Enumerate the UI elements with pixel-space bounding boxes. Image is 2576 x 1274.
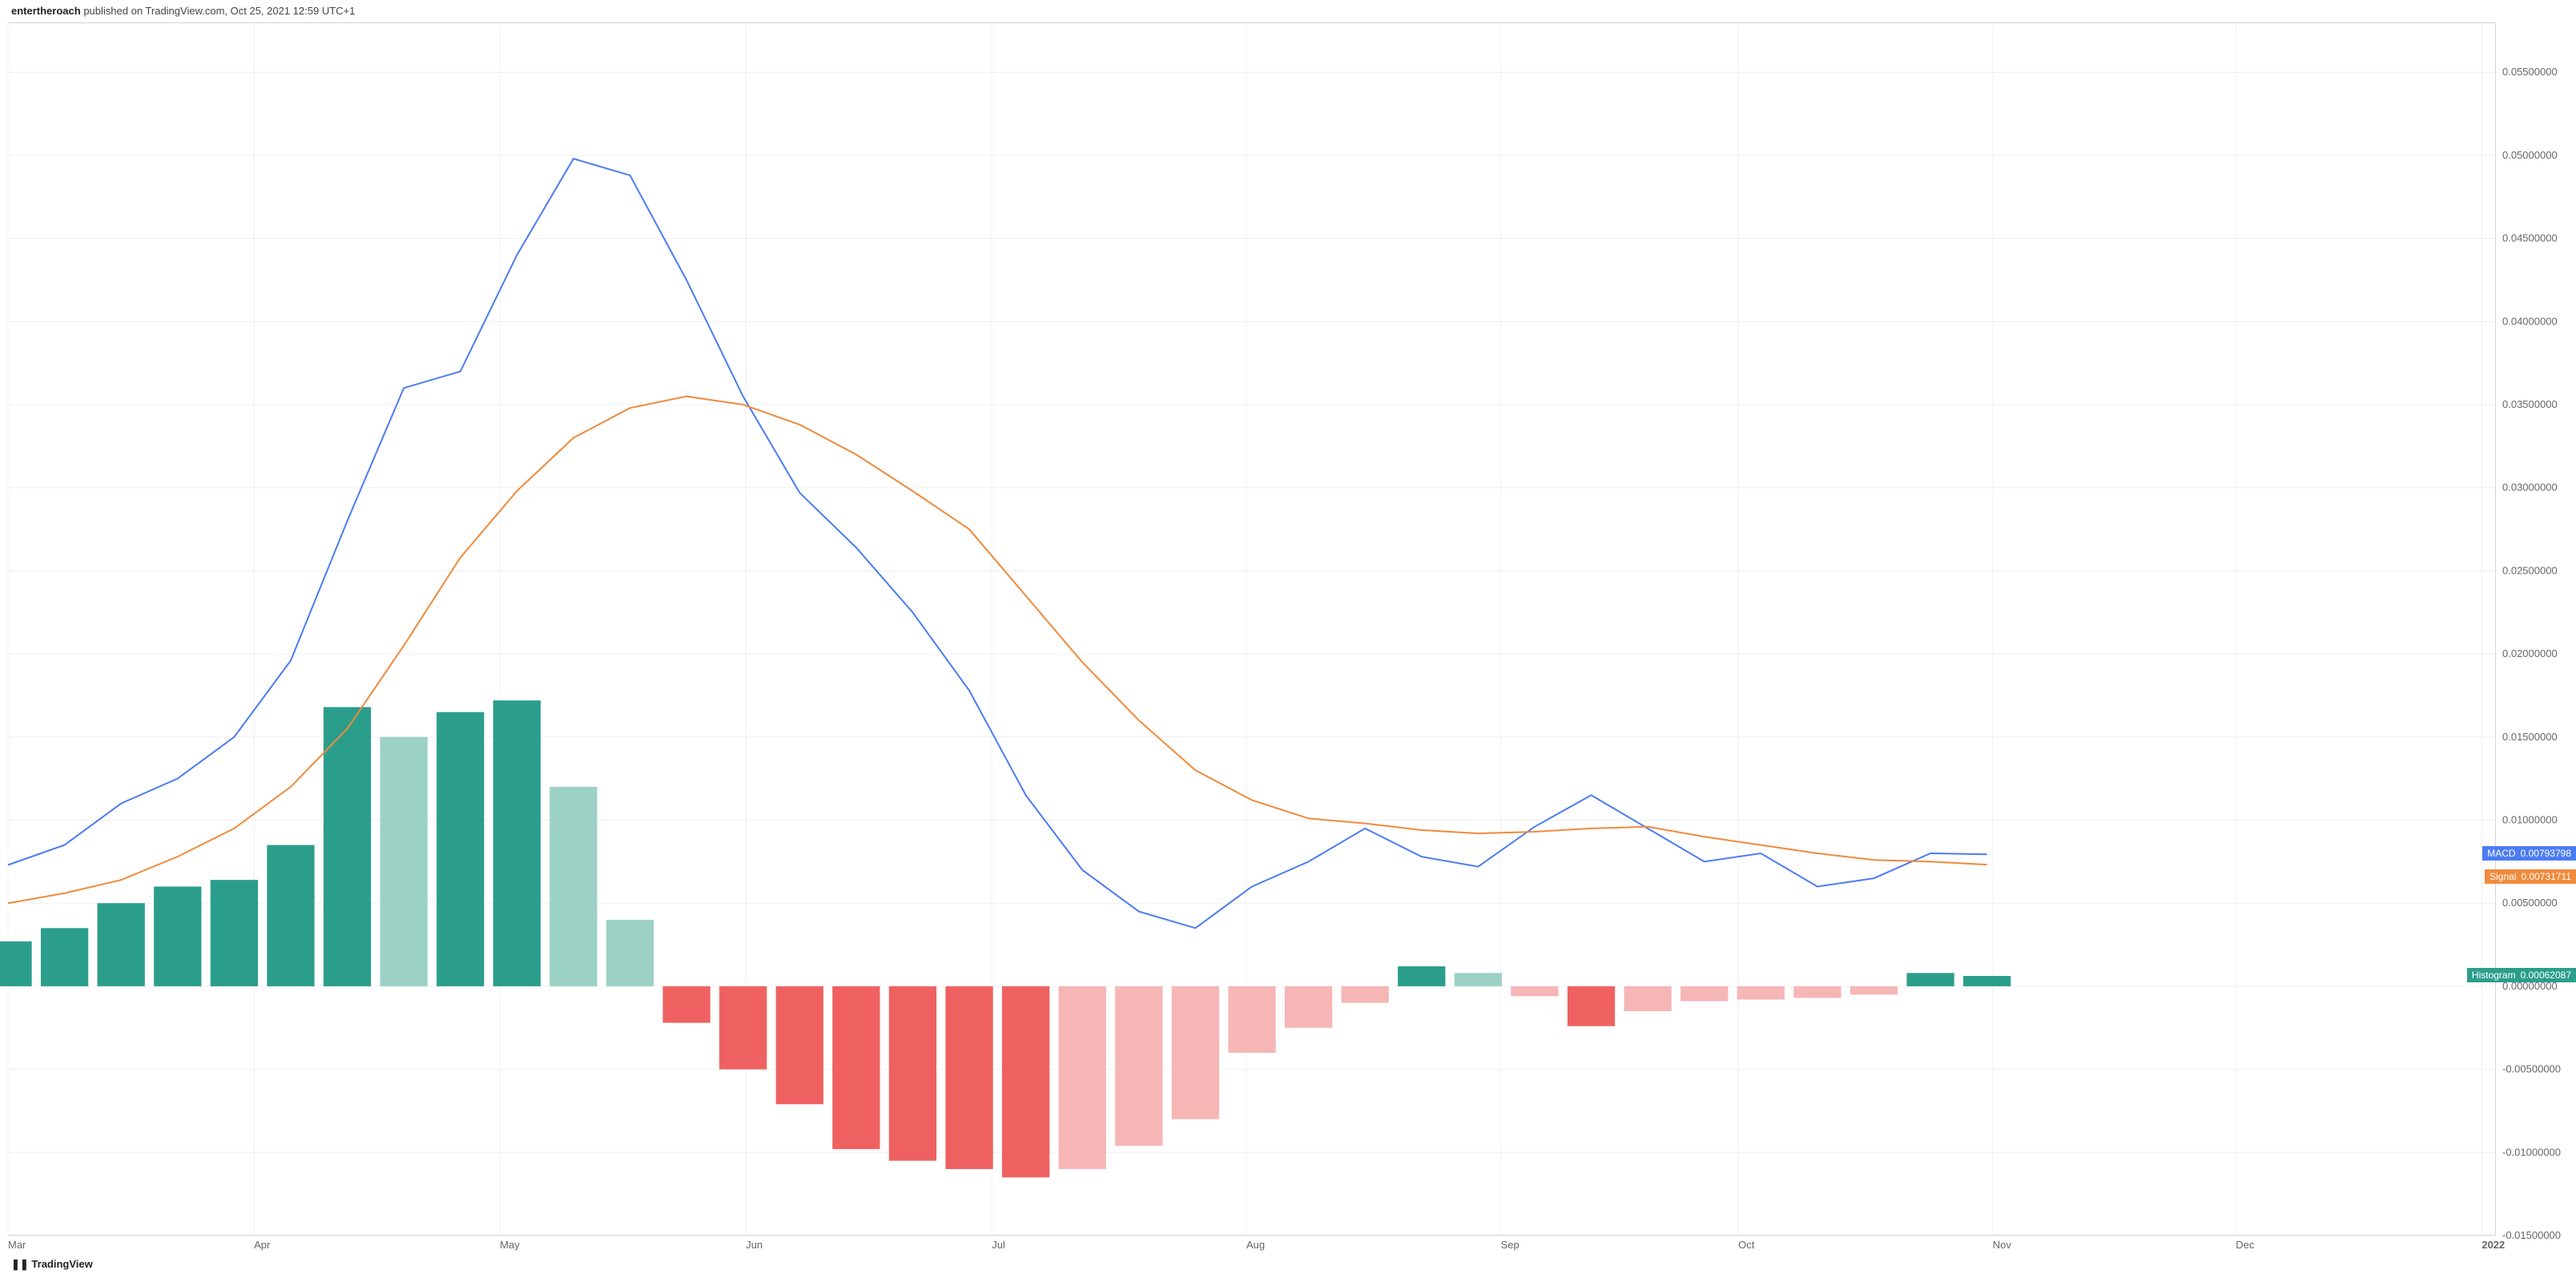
x-tick-label: 2022 bbox=[2481, 1239, 2505, 1251]
x-tick-label: Aug bbox=[1246, 1239, 1265, 1251]
x-axis: MarAprMayJunJulAugSepOctNovDec2022 bbox=[8, 1236, 2496, 1255]
macd-line bbox=[8, 159, 1987, 928]
x-tick-label: Jun bbox=[746, 1239, 763, 1251]
histogram-bar bbox=[889, 986, 936, 1161]
histogram-label: Histogram bbox=[2472, 970, 2516, 981]
y-tick-label: -0.00500000 bbox=[2502, 1063, 2561, 1075]
histogram-bar bbox=[606, 920, 654, 986]
histogram-bar bbox=[662, 986, 710, 1023]
histogram-bar bbox=[1002, 986, 1049, 1178]
histogram-bar bbox=[1455, 973, 1502, 986]
histogram-bar bbox=[1568, 986, 1615, 1026]
histogram-bar bbox=[1511, 986, 1558, 996]
histogram-value: 0.00062087 bbox=[2521, 970, 2571, 981]
histogram-bar bbox=[211, 880, 258, 986]
tradingview-brand: TradingView bbox=[31, 1258, 92, 1270]
signal-line bbox=[8, 397, 1987, 904]
histogram-bar bbox=[832, 986, 879, 1149]
y-tick-label: 0.03500000 bbox=[2502, 398, 2558, 410]
x-tick-label: Sep bbox=[1501, 1239, 1519, 1251]
macd-value: 0.00793798 bbox=[2521, 848, 2571, 859]
histogram-bar bbox=[324, 707, 371, 986]
histogram-bar bbox=[1737, 986, 1785, 1000]
y-tick-label: 0.03000000 bbox=[2502, 482, 2558, 494]
y-tick-label: 0.04000000 bbox=[2502, 315, 2558, 327]
x-tick-label: Dec bbox=[2236, 1239, 2255, 1251]
histogram-bar bbox=[1793, 986, 1841, 998]
y-tick-label: 0.02000000 bbox=[2502, 647, 2558, 659]
histogram-bar bbox=[1398, 966, 1445, 986]
histogram-bar bbox=[1172, 986, 1219, 1119]
histogram-value-badge: Histogram 0.00062087 bbox=[2467, 968, 2576, 982]
histogram-bar bbox=[493, 700, 541, 986]
macd-label: MACD bbox=[2487, 848, 2515, 859]
histogram-bar bbox=[1906, 973, 1954, 986]
y-tick-label: -0.01000000 bbox=[2502, 1146, 2561, 1158]
histogram-bar bbox=[1850, 986, 1898, 994]
y-axis: 0.05500000 0.05000000 0.04500000 0.04000000… bbox=[2496, 22, 2576, 1236]
histogram-bar bbox=[1228, 986, 1275, 1053]
histogram-bar bbox=[1963, 976, 2010, 986]
y-tick-label: 0.01500000 bbox=[2502, 731, 2558, 743]
y-tick-label: 0.05500000 bbox=[2502, 66, 2558, 78]
histogram-bar bbox=[1624, 986, 1671, 1011]
x-tick-label: May bbox=[500, 1239, 520, 1251]
signal-label: Signal bbox=[2489, 871, 2516, 882]
histogram-bar bbox=[1342, 986, 1389, 1003]
macd-chart[interactable] bbox=[8, 22, 2496, 1236]
histogram-bar bbox=[267, 845, 314, 986]
histogram-bar bbox=[1059, 986, 1106, 1169]
histogram-bar bbox=[1285, 986, 1332, 1028]
y-tick-label: 0.01000000 bbox=[2502, 814, 2558, 826]
histogram-bar bbox=[0, 941, 32, 986]
y-tick-label: 0.05000000 bbox=[2502, 149, 2558, 161]
macd-value-badge: MACD 0.00793798 bbox=[2482, 846, 2576, 861]
x-tick-label: Apr bbox=[254, 1239, 271, 1251]
y-tick-label: 0.04500000 bbox=[2502, 232, 2558, 244]
y-tick-label: 0.00500000 bbox=[2502, 897, 2558, 909]
tradingview-logo-icon: ❚❚ bbox=[11, 1258, 29, 1270]
publisher-name: entertheroach bbox=[11, 5, 81, 17]
histogram-bar bbox=[98, 903, 145, 986]
y-tick-label: 0.02500000 bbox=[2502, 564, 2558, 576]
y-tick-label: -0.01500000 bbox=[2502, 1229, 2561, 1241]
histogram-bar bbox=[719, 986, 767, 1070]
histogram-bar bbox=[1115, 986, 1162, 1146]
histogram-bar bbox=[549, 787, 597, 986]
x-tick-label: Mar bbox=[8, 1239, 26, 1251]
histogram-bar bbox=[437, 712, 484, 986]
x-tick-label: Nov bbox=[1993, 1239, 2012, 1251]
histogram-bar bbox=[776, 986, 823, 1104]
signal-value-badge: Signal 0.00731711 bbox=[2485, 869, 2576, 884]
histogram-bar bbox=[945, 986, 992, 1169]
histogram-bar bbox=[380, 737, 427, 986]
histogram-bar bbox=[41, 928, 88, 986]
x-tick-label: Jul bbox=[992, 1239, 1005, 1251]
signal-value: 0.00731711 bbox=[2521, 871, 2571, 882]
publish-header: entertheroach published on TradingView.c… bbox=[11, 5, 355, 17]
tradingview-logo: ❚❚ TradingView bbox=[11, 1258, 93, 1271]
histogram-bar bbox=[1680, 986, 1728, 1002]
x-tick-label: Oct bbox=[1738, 1239, 1755, 1251]
publish-meta: published on TradingView.com, Oct 25, 20… bbox=[81, 5, 356, 17]
histogram-bar bbox=[154, 886, 201, 986]
